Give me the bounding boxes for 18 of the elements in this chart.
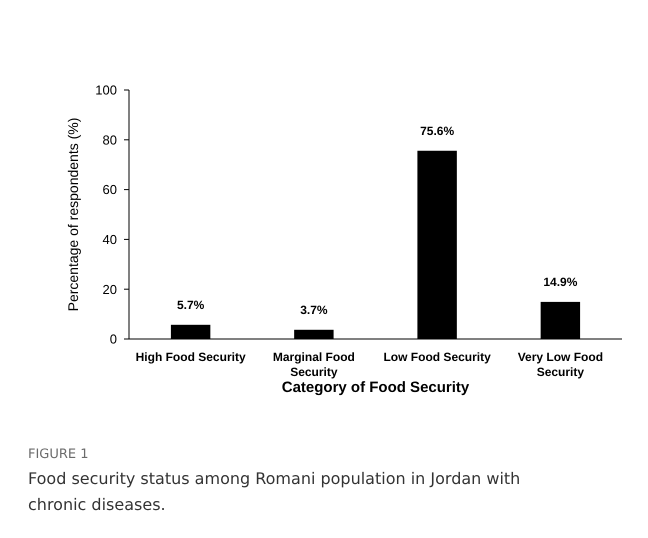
data-label: 14.9% [543, 274, 578, 289]
x-tick-label: Low Food Security [383, 350, 492, 364]
caption: FIGURE 1 [28, 447, 89, 462]
y-tick-label: 0 [110, 332, 117, 347]
x-axis-title: Category of Food Security [282, 379, 470, 396]
y-tick-label: 20 [102, 282, 117, 297]
x-tick-label: Very Low Food Security [518, 350, 604, 379]
x-tick-label: High Food Security [136, 350, 246, 364]
data-label: 75.6% [420, 124, 454, 138]
text: Food security status among Romani population in Jordan with chronic diseases. [28, 469, 520, 514]
data-label: 5.7% [176, 298, 205, 312]
y-tick-label: 100 [95, 82, 117, 98]
y-tick-label: 60 [102, 182, 117, 198]
y-axis-title: Percentage of respondents (%) [65, 118, 81, 312]
data-label: 3.7% [300, 302, 328, 317]
y-tick-label: 40 [102, 232, 117, 247]
y-tick-label: 80 [102, 132, 117, 148]
x-tick-label: Marginal Food Security [272, 350, 355, 379]
